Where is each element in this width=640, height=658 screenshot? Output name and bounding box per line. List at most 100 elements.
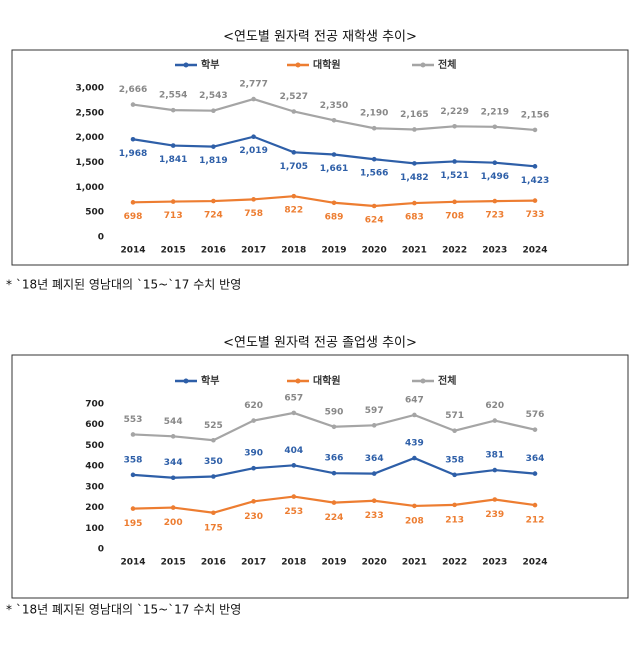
point	[130, 102, 136, 107]
data-label: 233	[365, 511, 384, 521]
x-tick-label: 2021	[402, 246, 427, 256]
data-label: 224	[325, 513, 344, 523]
point	[251, 134, 256, 140]
data-label: 2,543	[199, 91, 227, 101]
x-tick-label: 2016	[201, 246, 226, 256]
point	[130, 136, 136, 142]
data-label: 2,527	[280, 92, 308, 102]
point	[452, 502, 457, 508]
y-tick-label: 700	[85, 400, 104, 410]
chart-title: <연도별 원자력 전공 졸업생 추이>	[223, 336, 417, 351]
legend-label: 전체	[438, 374, 456, 387]
point	[452, 123, 457, 129]
data-label: 689	[325, 212, 344, 222]
point	[211, 108, 216, 113]
point	[251, 96, 256, 102]
legend-label: 대학원	[313, 374, 341, 387]
point	[371, 498, 377, 504]
data-label: 200	[164, 518, 183, 528]
data-label: 1,521	[440, 171, 468, 181]
data-label: 253	[284, 507, 303, 517]
y-tick-label: 500	[85, 441, 104, 451]
data-label: 344	[164, 458, 183, 468]
legend-marker	[420, 378, 426, 384]
point	[291, 193, 297, 199]
point	[291, 494, 297, 499]
data-label: 1,661	[320, 164, 348, 174]
legend-label: 전체	[438, 58, 456, 71]
data-label: 1,705	[280, 162, 308, 172]
point	[412, 200, 417, 206]
point	[211, 437, 216, 443]
point	[251, 197, 256, 202]
y-tick-label: 2,500	[76, 108, 104, 118]
point	[532, 427, 538, 432]
data-label: 525	[204, 421, 223, 431]
point	[170, 199, 176, 204]
data-label: 439	[405, 439, 424, 449]
point	[532, 164, 538, 169]
data-label: 381	[485, 451, 504, 461]
point	[492, 497, 498, 502]
legend-marker	[420, 62, 426, 68]
point	[170, 107, 176, 113]
point	[412, 127, 417, 132]
point	[251, 418, 256, 423]
point	[532, 198, 538, 203]
data-label: 698	[124, 212, 143, 222]
point	[211, 198, 216, 204]
data-label: 708	[445, 211, 464, 221]
point	[492, 418, 498, 423]
y-tick-label: 600	[85, 420, 104, 430]
x-tick-label: 2024	[522, 246, 547, 256]
point	[532, 502, 538, 508]
data-label: 822	[284, 206, 303, 216]
point	[412, 455, 417, 461]
point	[452, 428, 457, 434]
x-tick-label: 2023	[482, 246, 507, 256]
point	[291, 109, 297, 114]
point	[371, 156, 377, 162]
point	[412, 412, 417, 418]
data-label: 1,968	[119, 149, 147, 159]
point	[492, 198, 498, 204]
data-label: 2,666	[119, 85, 147, 95]
data-label: 212	[526, 516, 545, 526]
y-tick-label: 2,000	[76, 133, 104, 143]
x-tick-label: 2024	[522, 558, 547, 568]
point	[331, 152, 337, 157]
data-label: 647	[405, 395, 424, 405]
point	[412, 161, 417, 166]
data-label: 713	[164, 211, 183, 221]
data-label: 597	[365, 406, 384, 416]
x-tick-label: 2016	[201, 558, 226, 568]
data-label: 2,190	[360, 109, 388, 119]
data-label: 1,423	[521, 176, 549, 186]
legend-marker	[183, 62, 189, 68]
x-tick-label: 2022	[442, 558, 467, 568]
point	[291, 463, 297, 468]
point	[251, 465, 256, 471]
y-tick-label: 3,000	[76, 84, 104, 94]
point	[412, 503, 417, 509]
y-tick-label: 0	[98, 545, 104, 555]
point	[532, 471, 538, 476]
legend-label: 대학원	[313, 58, 341, 71]
data-label: 733	[526, 210, 545, 220]
point	[211, 144, 216, 149]
x-tick-label: 2020	[362, 558, 387, 568]
data-label: 657	[284, 393, 303, 403]
x-tick-label: 2023	[482, 558, 507, 568]
x-tick-label: 2017	[241, 246, 266, 256]
point	[130, 200, 136, 205]
data-label: 683	[405, 213, 424, 223]
footnote: * `18년 폐지된 영남대의 `15~`17 수치 반영	[6, 278, 241, 292]
point	[452, 199, 457, 205]
data-label: 553	[124, 415, 143, 425]
legend-label: 학부	[201, 58, 219, 71]
data-label: 213	[445, 515, 464, 525]
point	[452, 472, 457, 478]
point	[211, 474, 216, 479]
data-label: 2,019	[239, 146, 267, 156]
